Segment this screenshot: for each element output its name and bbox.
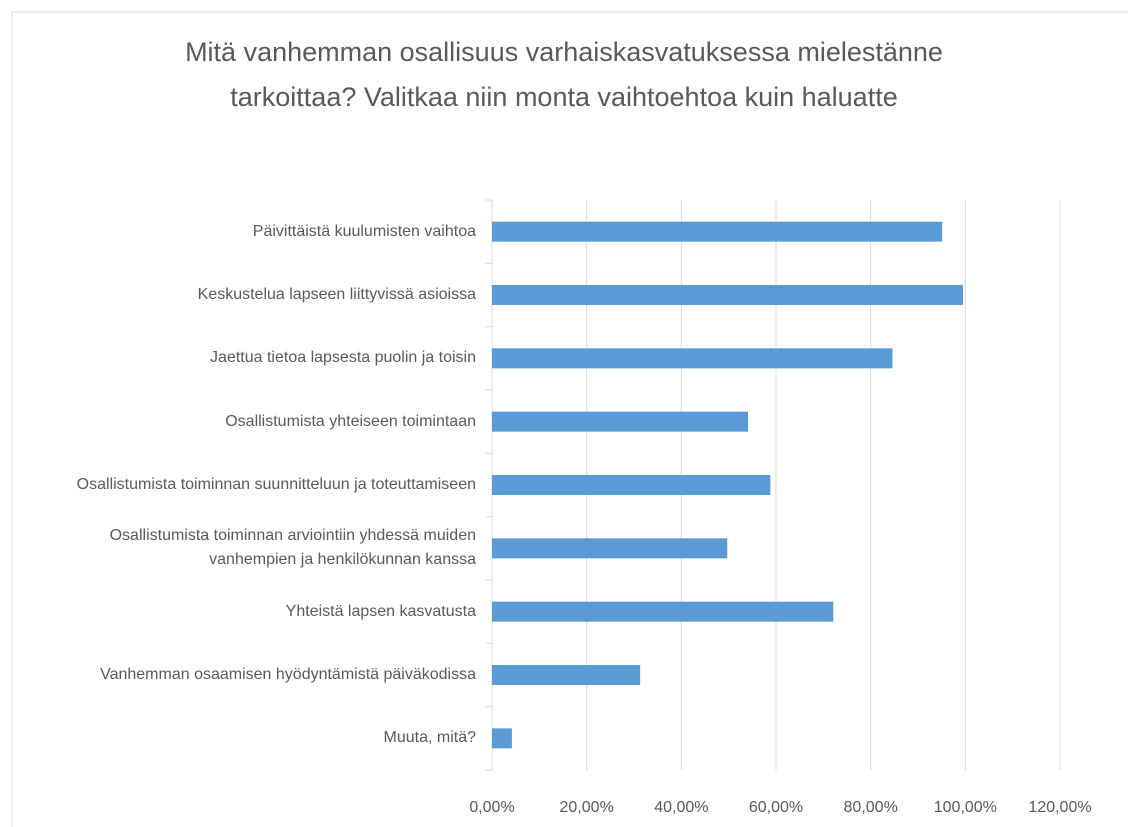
bar xyxy=(492,665,641,685)
bar xyxy=(492,728,512,749)
y-tick-label: Osallistumista toiminnan suunnitteluun j… xyxy=(76,476,476,493)
y-tick-label: Päivittäistä kuulumisten vaihtoa xyxy=(252,222,476,240)
y-tick-label: Osallistumista yhteiseen toimintaan xyxy=(225,412,476,430)
chart-title: Mitä vanhemman osallisuus varhaiskasvatu… xyxy=(185,37,943,112)
x-tick-label: 100,00% xyxy=(933,799,997,816)
y-tick-label: Osallistumista toiminnan arviointiin yhd… xyxy=(109,527,476,569)
bar xyxy=(492,285,963,305)
x-tick-label: 0,00% xyxy=(469,799,515,816)
y-tick-label: Keskustelua lapseen liittyvissä asioissa xyxy=(197,286,476,303)
y-tick-label: Jaettua tietoa lapsesta puolin ja toisin xyxy=(210,349,476,367)
chart-border xyxy=(11,11,1128,827)
bar xyxy=(492,411,749,432)
x-tick-label: 80,00% xyxy=(843,799,898,816)
y-tick-label: Muuta, mitä? xyxy=(383,729,476,747)
bar xyxy=(492,221,943,242)
bar xyxy=(492,475,771,495)
x-tick-label: 60,00% xyxy=(748,799,804,816)
x-tick-label: 120,00% xyxy=(1028,799,1092,816)
bar xyxy=(492,348,893,369)
x-tick-label: 40,00% xyxy=(654,799,709,816)
y-tick-label: Vanhemman osaamisen hyödyntämistä päiväk… xyxy=(100,666,476,683)
y-tick-label: Yhteistä lapsen kasvatusta xyxy=(285,602,476,620)
bar xyxy=(492,538,728,559)
bar xyxy=(492,601,834,622)
x-tick-label: 20,00% xyxy=(559,799,614,816)
